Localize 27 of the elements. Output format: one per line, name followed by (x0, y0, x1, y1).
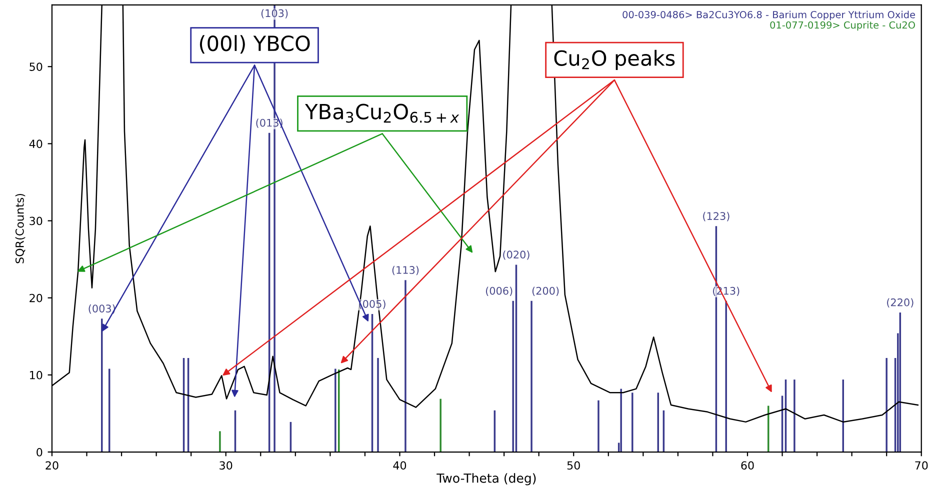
x-tick-label: 60 (741, 461, 754, 470)
text: 00-039-0486> Ba2Cu3YO6.8 - Barium Copper Yttrium Oxide (622, 10, 916, 20)
y-tick-label: 0 (36, 448, 42, 456)
annotation: (020) (503, 250, 530, 260)
y-tick-label: 20 (30, 294, 42, 302)
x-axis-title: Two-Theta (deg) (436, 473, 536, 486)
x-tick-label: 20 (46, 461, 58, 470)
annotation: Cu$_{2}$O peaks (554, 50, 675, 70)
x-tick-label: 40 (393, 461, 406, 470)
y-tick-label: 30 (30, 216, 42, 226)
y-tick-label: 40 (29, 140, 42, 148)
y-tick-label: 10 (30, 370, 42, 380)
annotation: (003) (88, 304, 115, 314)
text: 01-077-0199> Cuprite - Cu2O (770, 21, 915, 31)
annotation: YBa$_{3}$Cu$_{2}$O$_{6.5+x}$ (305, 104, 460, 123)
y-axis-title: SQR(Counts) (15, 194, 26, 264)
annotation: (113) (392, 266, 419, 276)
x-tick-label: 70 (915, 461, 928, 470)
x-tick-label: 50 (567, 461, 580, 470)
annotation: (00l) YBCO (200, 35, 310, 54)
y-tick-label: 50 (30, 62, 42, 71)
annotation: (220) (887, 298, 914, 308)
annotation: (006) (486, 286, 512, 296)
annotation: (200) (532, 286, 559, 296)
x-tick-label: 30 (220, 461, 232, 470)
annotation: (103) (261, 9, 288, 18)
annotation: (123) (703, 212, 730, 222)
